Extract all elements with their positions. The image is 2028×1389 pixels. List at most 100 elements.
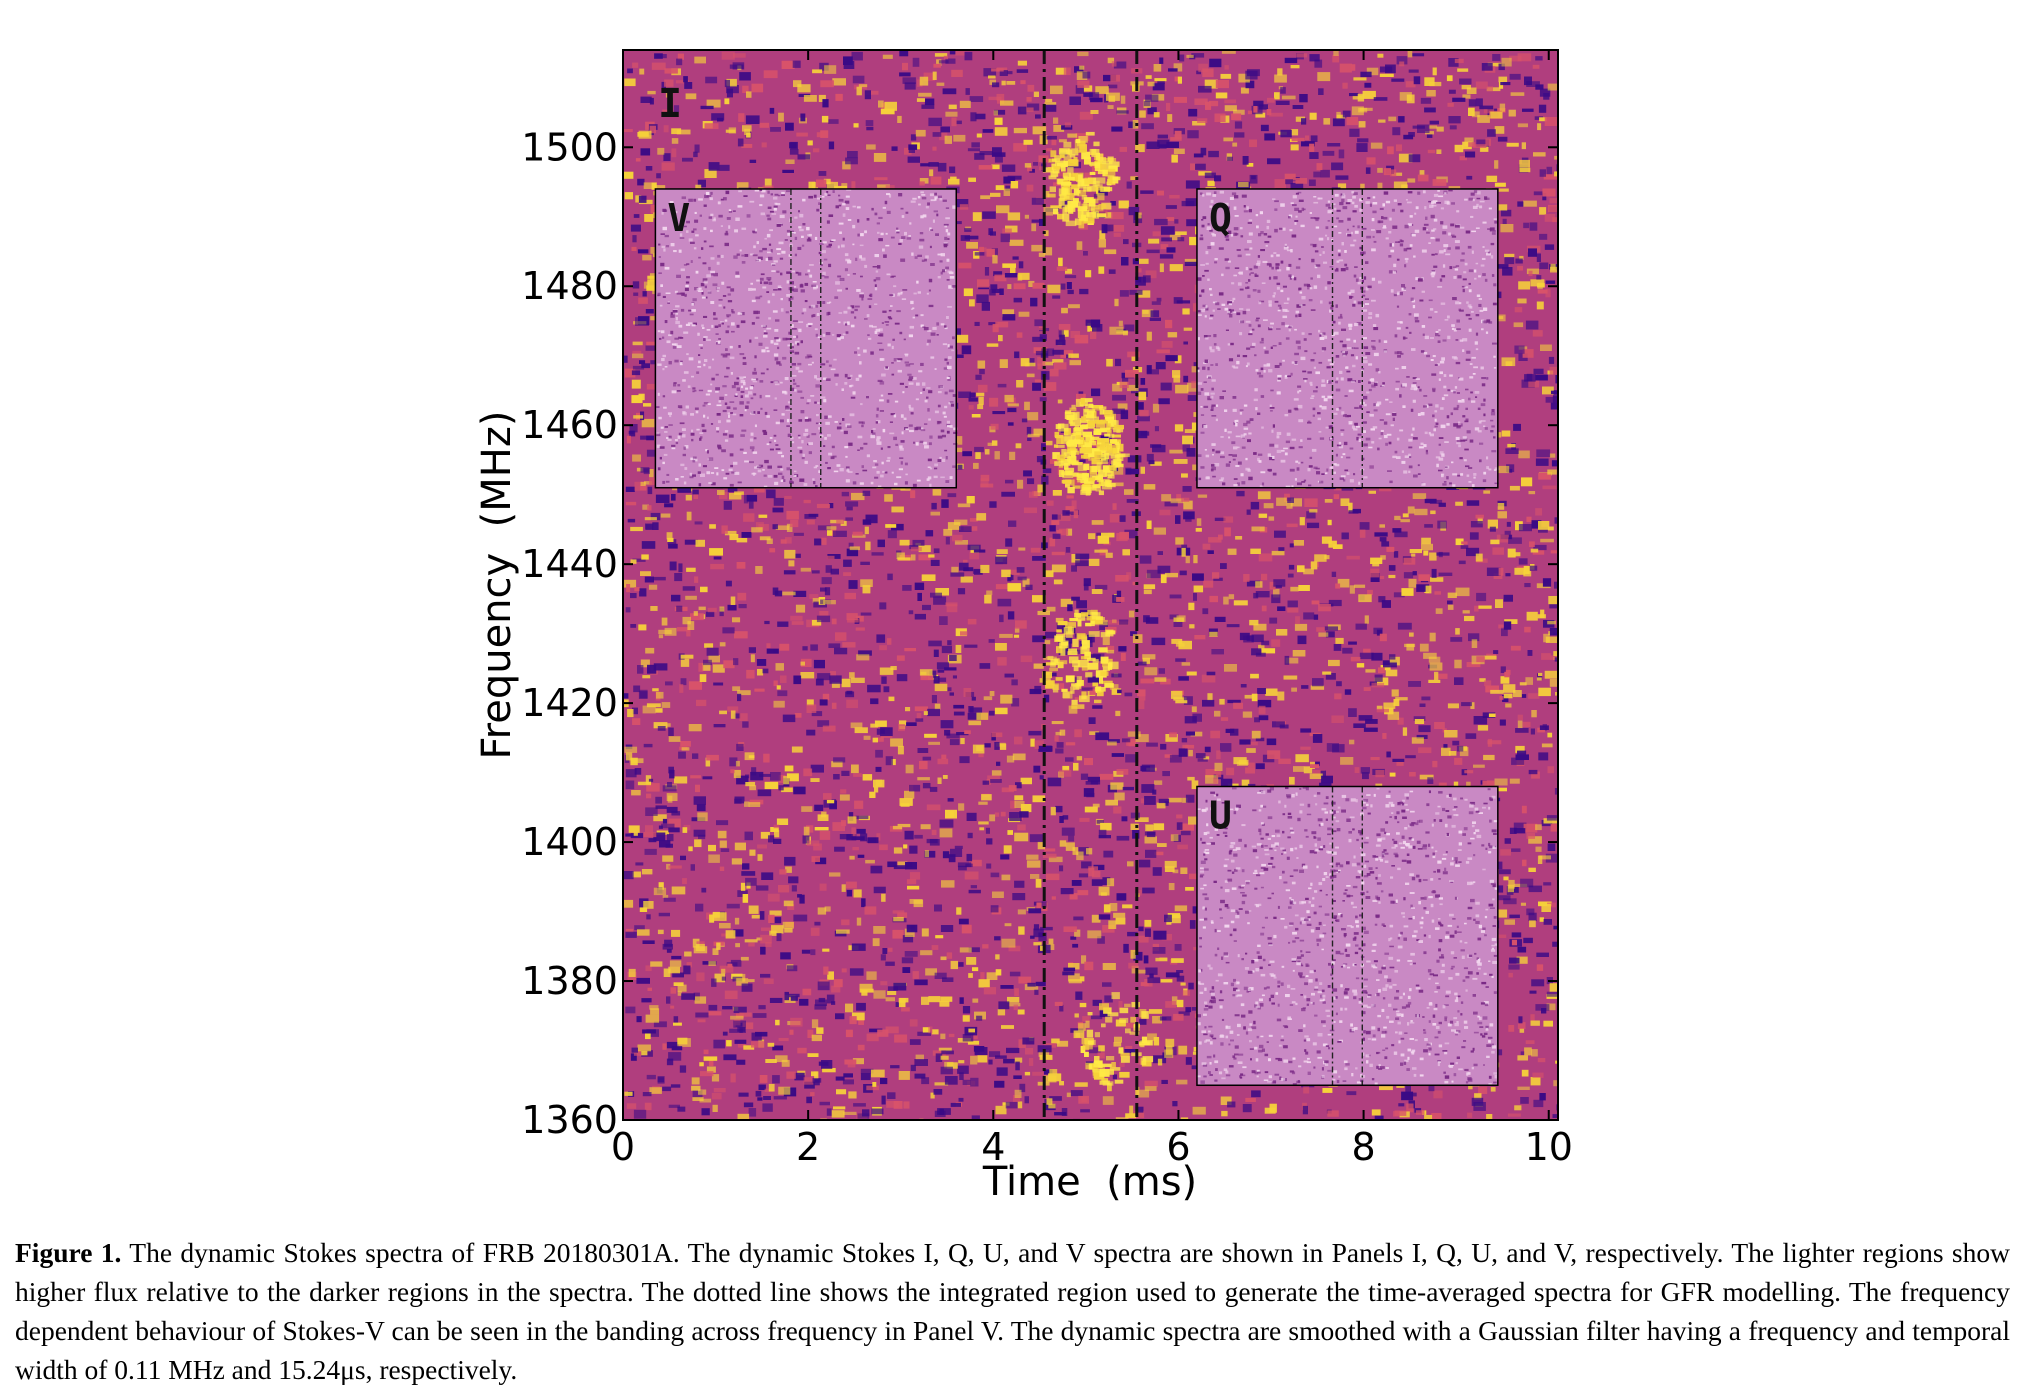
heatmap-speckle [1331, 162, 1344, 171]
heatmap-speckle [1470, 702, 1475, 709]
heatmap-speckle [1397, 717, 1404, 725]
heatmap-speckle [1143, 584, 1156, 590]
heatmap-speckle [819, 831, 831, 840]
heatmap-speckle [1383, 662, 1397, 668]
heatmap-speckle [904, 648, 916, 652]
heatmap-speckle [783, 900, 794, 907]
heatmap-speckle [902, 77, 916, 84]
heatmap-speckle [1321, 536, 1332, 544]
heatmap-speckle [1060, 598, 1074, 607]
heatmap-speckle [661, 617, 668, 626]
heatmap-speckle [1271, 639, 1281, 647]
heatmap-speckle [1514, 828, 1526, 834]
heatmap-speckle [930, 559, 940, 566]
heatmap-speckle [1242, 1104, 1252, 1113]
heatmap-speckle [669, 561, 677, 571]
heatmap-speckle [962, 451, 972, 457]
heatmap-speckle [1088, 717, 1096, 724]
heatmap-speckle [1051, 520, 1060, 525]
heatmap-speckle [1181, 738, 1188, 743]
heatmap-speckle [898, 724, 905, 732]
heatmap-speckle [1149, 317, 1161, 321]
heatmap-speckle [1550, 655, 1558, 660]
heatmap-speckle [803, 826, 810, 836]
heatmap-speckle [1307, 522, 1320, 529]
heatmap-speckle [1547, 469, 1557, 475]
heatmap-speckle [1519, 167, 1531, 173]
heatmap-speckle [1007, 422, 1014, 426]
heatmap-speckle [642, 940, 655, 944]
heatmap-speckle [907, 885, 920, 890]
heatmap-speckle [949, 166, 956, 174]
heatmap-speckle [1278, 547, 1285, 552]
heatmap-speckle [743, 513, 755, 522]
heatmap-speckle [967, 618, 977, 625]
heatmap-speckle [766, 538, 773, 544]
heatmap-speckle [1174, 944, 1182, 951]
heatmap-speckle [905, 707, 911, 712]
heatmap-speckle [980, 972, 985, 981]
heatmap-speckle [817, 907, 827, 915]
heatmap-speckle [1374, 674, 1383, 682]
heatmap-speckle [1184, 261, 1197, 266]
heatmap-speckle [947, 522, 961, 530]
heatmap-speckle [1455, 587, 1470, 597]
heatmap-speckle [1530, 548, 1539, 553]
heatmap-speckle [892, 910, 905, 914]
heatmap-speckle [891, 506, 904, 513]
heatmap-speckle [938, 677, 947, 682]
heatmap-speckle [1122, 549, 1130, 556]
heatmap-speckle [1028, 280, 1035, 287]
heatmap-speckle [958, 962, 964, 967]
heatmap-speckle [648, 584, 658, 590]
heatmap-speckle [968, 973, 973, 978]
heatmap-speckle [1143, 589, 1152, 595]
heatmap-speckle [1164, 801, 1169, 806]
heatmap-speckle [862, 585, 871, 594]
heatmap-speckle [784, 991, 789, 1001]
heatmap-speckle [1062, 765, 1070, 771]
heatmap-speckle [1051, 1038, 1060, 1044]
heatmap-speckle [1249, 174, 1258, 184]
heatmap-speckle [1185, 794, 1195, 803]
heatmap-speckle [1171, 996, 1178, 1005]
heatmap-speckle [1268, 516, 1275, 521]
heatmap-speckle [1160, 574, 1167, 584]
heatmap-speckle [1511, 757, 1525, 765]
heatmap-speckle [1080, 773, 1089, 780]
heatmap-speckle [1290, 586, 1299, 592]
heatmap-speckle [834, 647, 848, 655]
heatmap-speckle [666, 834, 674, 842]
heatmap-speckle [1192, 121, 1206, 126]
heatmap-speckle [709, 548, 723, 556]
heatmap-speckle [1360, 183, 1365, 192]
heatmap-speckle [1454, 144, 1464, 153]
heatmap-speckle [757, 1097, 763, 1101]
heatmap-speckle [641, 554, 649, 560]
heatmap-speckle [1408, 1092, 1417, 1097]
heatmap-speckle [851, 181, 856, 191]
heatmap-speckle [708, 854, 720, 863]
heatmap-speckle [982, 944, 989, 949]
heatmap-speckle [781, 1059, 790, 1067]
heatmap-speckle [840, 789, 847, 794]
heatmap-speckle [1066, 528, 1073, 536]
heatmap-speckle [941, 499, 949, 508]
heatmap-speckle [853, 1103, 866, 1107]
heatmap-speckle [1310, 135, 1318, 142]
heatmap-speckle [1139, 555, 1152, 564]
heatmap-speckle [667, 782, 673, 787]
heatmap-speckle [843, 572, 852, 576]
heatmap-speckle [1547, 843, 1556, 851]
heatmap-speckle [929, 670, 937, 678]
heatmap-speckle [1354, 767, 1360, 773]
heatmap-speckle [1272, 721, 1285, 728]
heatmap-speckle [1528, 693, 1540, 699]
heatmap-speckle [1043, 206, 1053, 216]
heatmap-speckle [1147, 81, 1155, 87]
heatmap-speckle [695, 1012, 709, 1018]
heatmap-speckle [1520, 1051, 1525, 1055]
heatmap-speckle [625, 607, 631, 613]
heatmap-speckle [1359, 652, 1374, 660]
heatmap-speckle [967, 712, 981, 720]
